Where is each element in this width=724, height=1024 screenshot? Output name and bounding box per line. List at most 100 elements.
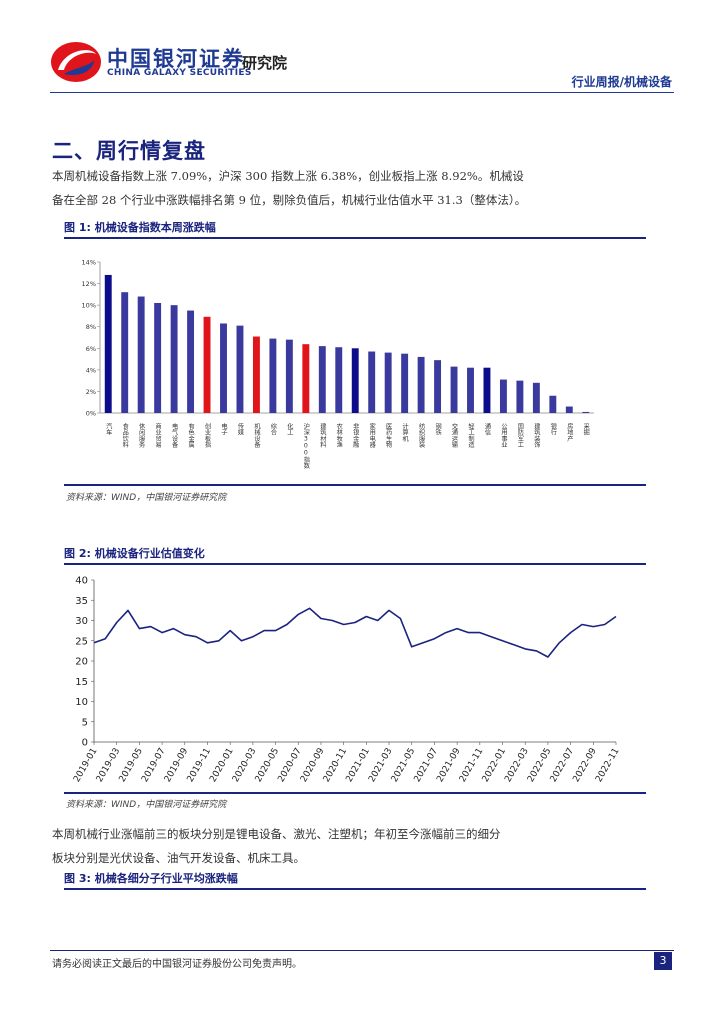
x-tick-label: 计算机 — [401, 422, 408, 442]
x-tick-label: 建筑装饰 — [533, 422, 540, 449]
bar — [368, 351, 376, 413]
paragraph-line: 本周机械行业涨幅前三的板块分别是锂电设备、激光、注塑机；年初至今涨幅前三的细分 — [52, 827, 501, 841]
figure-2-title: 机械设备行业估值变化 — [94, 547, 205, 560]
y-tick-label: 2% — [86, 388, 96, 396]
x-tick-label: 有色金属 — [187, 422, 194, 449]
bar — [467, 367, 474, 413]
x-tick-label: 国防军工 — [516, 423, 523, 448]
bar — [450, 366, 458, 413]
x-tick-label: 电气设备 — [171, 422, 178, 449]
bar — [582, 411, 590, 413]
y-tick-label: 20 — [75, 657, 88, 668]
y-tick-label: 15 — [75, 677, 88, 688]
bar — [236, 325, 244, 413]
y-tick-label: 10% — [82, 302, 96, 310]
x-tick-label: 通信 — [483, 422, 490, 436]
y-tick-label: 30 — [75, 616, 88, 627]
bar — [532, 382, 540, 413]
bar — [187, 310, 195, 413]
x-tick-label: 纺织服装 — [418, 422, 425, 449]
bar — [285, 339, 293, 413]
figure-1-title: 机械设备指数本周涨跌幅 — [94, 221, 216, 234]
y-tick-label: 25 — [75, 636, 88, 647]
figure-1-caption: 图 1: 机械设备指数本周涨跌幅 — [64, 219, 646, 239]
line-chart-valuation: 05101520253035402019-012019-032019-05201… — [72, 576, 621, 785]
x-tick-label: 交通运输 — [451, 422, 458, 449]
y-tick-label: 6% — [86, 345, 96, 353]
x-tick-label: 化工 — [286, 422, 293, 435]
x-tick-label: 家用电器 — [368, 422, 375, 449]
report-type: 行业周报/机械设备 — [571, 75, 672, 89]
figure-2-source: 资料来源：WIND，中国银河证券研究院 — [66, 800, 227, 810]
figure-3-title: 机械各细分子行业平均涨跌幅 — [94, 872, 238, 885]
bar-chart-index-change: 0% 2% 4% 6% 8% 10% 12% 14% 汽车 食品饮料 休闲服务 商业贸易 电气设备 有色金… — [82, 259, 594, 470]
bar — [269, 338, 277, 413]
x-tick-label: 沪深300指数 — [302, 422, 309, 470]
x-tick-label: 银行 — [549, 422, 556, 436]
paragraph-weekly-review: 本周机械设备指数上涨 7.09%，沪深 300 指数上涨 6.38%，创业板指上… — [52, 164, 672, 212]
x-tick-label: 食品饮料 — [121, 422, 128, 449]
bar — [154, 302, 162, 413]
x-tick-label: 医药生物 — [385, 423, 392, 449]
bar — [434, 360, 442, 413]
bar — [220, 323, 227, 413]
bar — [384, 352, 392, 413]
y-tick-label: 12% — [82, 280, 96, 288]
bar — [516, 380, 524, 413]
bar — [170, 305, 178, 413]
bar — [318, 346, 326, 413]
bar — [335, 347, 343, 413]
y-tick-label: 10 — [75, 697, 88, 708]
bar — [417, 356, 425, 413]
company-logo-icon — [51, 42, 101, 82]
brand-name-cn: 中国银河证券 — [107, 47, 245, 71]
x-tick-label: 传媒 — [236, 422, 243, 436]
y-tick-label: 40 — [75, 576, 88, 587]
bar — [351, 348, 359, 413]
x-tick-label: 钢铁 — [434, 422, 441, 436]
x-tick-label: 电子 — [220, 422, 227, 435]
bar — [137, 296, 145, 413]
x-tick-label: 创业板指 — [204, 422, 211, 449]
y-tick-label: 35 — [75, 596, 88, 607]
x-tick-label: 综合 — [269, 422, 276, 436]
brand-name-en: CHINA GALAXY SECURITIES — [107, 68, 252, 78]
section-title: 二、周行情复盘 — [52, 139, 206, 163]
x-tick-label: 机械设备 — [253, 422, 260, 449]
figure-1-source: 资料来源：WIND，中国银河证券研究院 — [66, 493, 227, 503]
x-tick-label: 房地产 — [566, 422, 573, 442]
footer-divider — [50, 950, 674, 951]
bar — [121, 292, 129, 413]
bar — [549, 395, 557, 413]
x-tick-label: 非银金融 — [352, 422, 359, 449]
figure-2-label: 图 2: — [64, 547, 91, 560]
y-tick-label: 5 — [82, 717, 88, 728]
y-tick-label: 0% — [86, 410, 96, 418]
figure-2-caption: 图 2: 机械设备行业估值变化 — [64, 545, 646, 565]
paragraph-line: 本周机械设备指数上涨 7.09%，沪深 300 指数上涨 6.38%，创业板指上… — [52, 169, 524, 183]
x-tick-label: 汽车 — [105, 422, 112, 436]
y-tick-label: 0 — [82, 738, 88, 749]
bar — [499, 379, 507, 413]
pe-valuation-line — [93, 607, 617, 658]
bar — [483, 367, 491, 413]
figure-1-bottom-rule — [64, 484, 646, 486]
y-tick-label: 4% — [86, 366, 96, 374]
bar — [302, 344, 310, 413]
x-tick-label: 公用事业 — [500, 423, 507, 448]
paragraph-line: 备在全部 28 个行业中涨跌幅排名第 9 位，剔除负值后，机械行业估值水平 31… — [52, 193, 527, 207]
figure-2-bottom-rule — [64, 792, 646, 794]
bar — [203, 316, 211, 413]
x-tick-label: 轻工制造 — [467, 422, 474, 449]
bar — [252, 336, 260, 413]
header-divider — [50, 92, 674, 93]
footer-disclaimer: 请务必阅读正文最后的中国银河证券股份公司免责声明。 — [52, 959, 302, 970]
figure-3-label: 图 3: — [64, 872, 91, 885]
bar — [104, 274, 112, 413]
figure-1-label: 图 1: — [64, 221, 91, 234]
x-tick-label: 休闲服务 — [138, 422, 145, 449]
page-number: 3 — [654, 952, 672, 970]
x-tick-label: 农林牧渔 — [335, 422, 342, 449]
brand-institute: 研究院 — [242, 54, 288, 72]
y-tick-label: 14% — [82, 259, 96, 267]
